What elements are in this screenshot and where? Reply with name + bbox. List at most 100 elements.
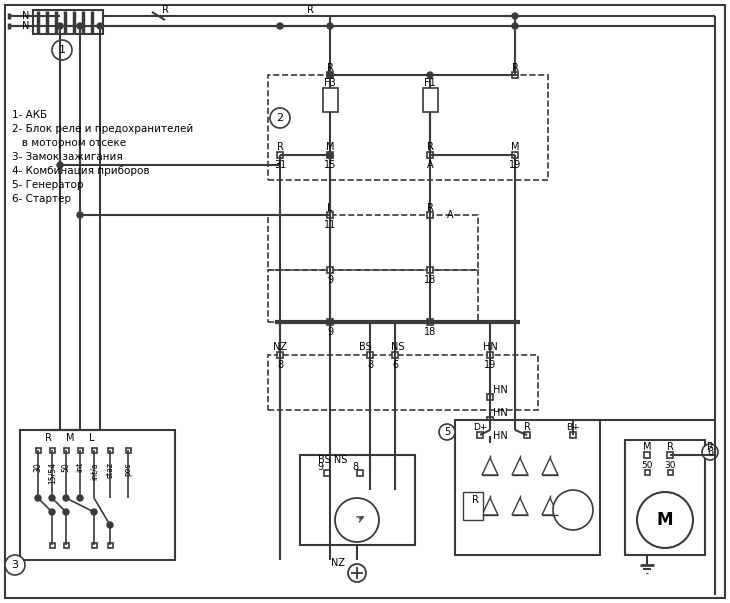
Text: NS: NS bbox=[391, 342, 404, 352]
Text: 30: 30 bbox=[34, 462, 42, 472]
Polygon shape bbox=[542, 458, 558, 475]
Text: M: M bbox=[326, 142, 334, 152]
Circle shape bbox=[512, 13, 518, 19]
Text: pos: pos bbox=[123, 462, 133, 476]
Bar bbox=[20, 430, 175, 560]
Circle shape bbox=[327, 72, 333, 78]
Circle shape bbox=[91, 509, 97, 515]
Circle shape bbox=[107, 522, 113, 528]
Text: 8: 8 bbox=[277, 360, 283, 370]
Text: B+: B+ bbox=[566, 423, 580, 432]
Bar bbox=[427, 212, 433, 218]
Text: BS: BS bbox=[358, 342, 372, 352]
Bar bbox=[323, 88, 338, 112]
Bar bbox=[423, 88, 438, 112]
Text: 31: 31 bbox=[274, 160, 286, 170]
Text: M: M bbox=[511, 142, 519, 152]
Circle shape bbox=[77, 212, 83, 218]
Text: R: R bbox=[472, 495, 478, 505]
Text: 1- АКБ: 1- АКБ bbox=[12, 110, 47, 120]
Text: HN: HN bbox=[493, 385, 507, 395]
Text: R: R bbox=[426, 142, 434, 152]
Text: M: M bbox=[66, 433, 74, 443]
Bar bbox=[667, 452, 673, 458]
Circle shape bbox=[553, 490, 593, 530]
Bar bbox=[277, 352, 283, 358]
Bar bbox=[50, 543, 55, 548]
Text: 2: 2 bbox=[277, 113, 283, 123]
Bar bbox=[645, 470, 650, 475]
Circle shape bbox=[427, 72, 433, 78]
Text: M: M bbox=[657, 511, 673, 529]
Polygon shape bbox=[542, 498, 558, 515]
Circle shape bbox=[77, 23, 83, 29]
Bar bbox=[268, 270, 478, 322]
Text: 1: 1 bbox=[58, 45, 66, 55]
Text: HN: HN bbox=[493, 431, 507, 441]
Circle shape bbox=[270, 108, 290, 128]
Bar bbox=[427, 319, 433, 325]
Bar bbox=[487, 440, 493, 446]
Circle shape bbox=[77, 495, 83, 501]
Bar bbox=[324, 470, 330, 476]
Bar bbox=[36, 447, 40, 452]
Text: 19: 19 bbox=[509, 160, 521, 170]
Text: 4- Комбинация приборов: 4- Комбинация приборов bbox=[12, 166, 150, 176]
Text: 8: 8 bbox=[352, 462, 358, 472]
Text: NZ: NZ bbox=[273, 342, 287, 352]
Text: R: R bbox=[161, 5, 169, 15]
Text: R: R bbox=[426, 203, 434, 213]
Text: BS NS: BS NS bbox=[318, 455, 347, 465]
Bar bbox=[327, 212, 333, 218]
Text: 3- Замок зажигания: 3- Замок зажигания bbox=[12, 152, 123, 162]
Circle shape bbox=[637, 492, 693, 548]
Bar bbox=[268, 75, 548, 180]
Text: 18: 18 bbox=[424, 275, 436, 285]
Circle shape bbox=[348, 564, 366, 582]
Polygon shape bbox=[512, 458, 528, 475]
Circle shape bbox=[702, 444, 718, 460]
Text: 5: 5 bbox=[444, 427, 450, 437]
Text: 19: 19 bbox=[484, 360, 496, 370]
Bar bbox=[487, 417, 493, 423]
Text: 9: 9 bbox=[327, 275, 333, 285]
Text: A: A bbox=[427, 160, 434, 170]
Circle shape bbox=[35, 495, 41, 501]
Text: R: R bbox=[326, 63, 334, 73]
Text: 15/54: 15/54 bbox=[47, 462, 56, 484]
Bar bbox=[107, 543, 112, 548]
Text: HN: HN bbox=[493, 408, 507, 418]
Text: 18: 18 bbox=[424, 327, 436, 337]
Text: N: N bbox=[23, 11, 30, 21]
Text: 6- Стартер: 6- Стартер bbox=[12, 194, 71, 204]
Bar bbox=[455, 420, 600, 555]
Bar bbox=[392, 352, 398, 358]
Bar bbox=[427, 267, 433, 273]
Text: int/a: int/a bbox=[90, 462, 99, 479]
Circle shape bbox=[52, 40, 72, 60]
Circle shape bbox=[335, 498, 379, 542]
Bar bbox=[357, 470, 363, 476]
Bar bbox=[487, 352, 493, 358]
Bar bbox=[277, 152, 283, 158]
Circle shape bbox=[63, 495, 69, 501]
Text: F3: F3 bbox=[324, 78, 336, 88]
Text: F1: F1 bbox=[424, 78, 436, 88]
Bar bbox=[107, 447, 112, 452]
Bar bbox=[327, 267, 333, 273]
Text: 9: 9 bbox=[317, 462, 323, 472]
Bar bbox=[327, 152, 333, 158]
Bar bbox=[524, 432, 530, 438]
Bar bbox=[512, 152, 518, 158]
Text: 30: 30 bbox=[664, 461, 676, 470]
Circle shape bbox=[57, 23, 63, 29]
Circle shape bbox=[277, 23, 283, 29]
Circle shape bbox=[5, 555, 25, 575]
Text: N: N bbox=[23, 21, 30, 31]
Bar bbox=[427, 152, 433, 158]
Bar bbox=[512, 72, 518, 78]
Bar bbox=[126, 447, 131, 452]
Text: R: R bbox=[307, 5, 313, 15]
Text: в моторном отсеке: в моторном отсеке bbox=[12, 138, 126, 148]
Bar bbox=[33, 10, 103, 34]
